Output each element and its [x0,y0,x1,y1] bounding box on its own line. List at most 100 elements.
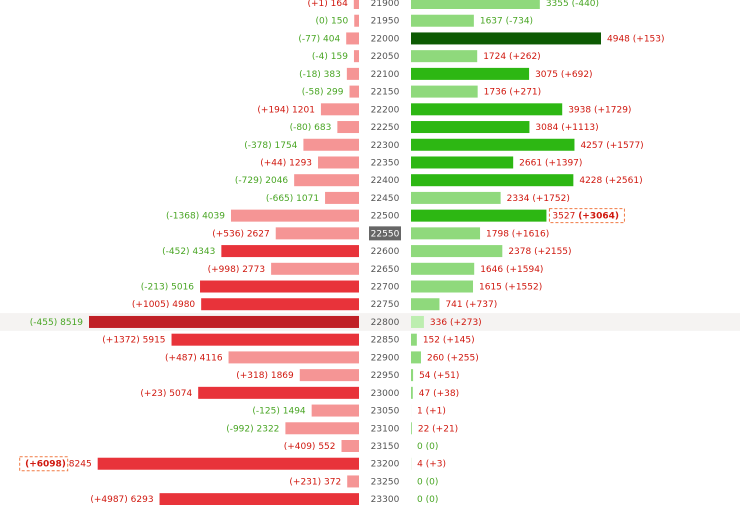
put-change-label: (-4) [312,52,328,62]
put-label: (-455) 8519 [30,318,83,328]
put-change-label: (-665) [266,194,293,204]
call-bar [411,32,601,45]
put-label: (-452) 4343 [162,247,215,257]
put-value-label: 383 [321,70,341,80]
call-label: 3938 (+1729) [568,105,631,115]
put-value-label: 1869 [268,371,294,381]
put-change-label: (-1368) [166,212,199,222]
call-label: 2334 (+1752) [507,194,570,204]
call-bar [411,14,474,27]
call-value-label: 1646 [480,265,506,275]
strike-label: 22950 [371,371,400,381]
strike-label: 23100 [371,424,400,434]
put-bar [349,85,359,98]
put-bar [221,245,359,258]
put-change-label: (+1005) [132,300,169,310]
call-bar [411,191,501,204]
put-change-label: (-58) [302,88,324,98]
strike-label: 22700 [371,283,400,293]
call-label: 1637 (-734) [480,17,533,27]
call-value-label: 152 [423,336,443,346]
call-bar [411,121,530,134]
call-change-marker [548,208,625,224]
call-label: 0 (0) [417,477,438,487]
put-change-label: (+1) [307,0,327,9]
call-bar [411,209,547,222]
call-bar [411,351,421,364]
call-label: 54 (+51) [419,371,459,381]
put-change-label: (+194) [257,105,289,115]
call-value-label: 1736 [484,88,510,98]
call-value-label: 1615 [479,283,505,293]
call-value-label: 3938 [568,105,594,115]
put-value-label: 299 [323,88,343,98]
call-change-label: (+38) [433,389,459,399]
put-change-label: (+23) [140,389,166,399]
call-change-label: (+271) [509,88,541,98]
put-label: (+536) 2627 [212,229,270,239]
put-label: (-992) 2322 [226,424,279,434]
strike-label: 22550 [371,229,400,239]
put-label: (-665) 1071 [266,194,319,204]
call-label: 260 (+255) [427,353,479,363]
put-change-label: (0) [315,17,328,27]
put-label: (+1) 164 [307,0,348,9]
call-label: 741 (+737) [445,300,497,310]
call-bar [411,298,440,311]
call-change-label: (+262) [509,52,541,62]
put-label: (+6098) 8245 [25,460,92,470]
put-bar [346,32,359,45]
put-bar [320,103,359,116]
call-change-label: (+1594) [506,265,543,275]
put-value-label: 4980 [169,300,195,310]
call-label: 3084 (+1113) [535,123,598,133]
call-label: 4 (+3) [417,460,446,470]
put-value-label: 4116 [197,353,223,363]
call-change-label: (-440) [572,0,599,9]
put-label: (-1368) 4039 [166,212,225,222]
call-change-label: (0) [426,495,439,505]
call-value-label: 1724 [483,52,509,62]
put-label: (+23) 5074 [140,389,192,399]
call-change-label: (+2561) [605,176,642,186]
put-value-label: 2627 [244,229,270,239]
put-value-label: 6293 [128,495,154,505]
call-value-label: 1 [417,407,426,417]
call-change-label: (+1752) [532,194,569,204]
put-change-label: (+536) [212,229,244,239]
call-value-label: 3075 [535,70,561,80]
call-bar [411,280,474,293]
put-bar [341,440,359,452]
put-change-label: (+1372) [102,336,139,346]
put-bar [347,475,359,488]
call-value-label: 260 [427,353,447,363]
call-label: 1 (+1) [417,407,446,417]
put-bar [97,457,360,470]
strike-label: 22900 [371,353,400,363]
put-value-label: 404 [320,34,340,44]
put-value-label: 2322 [254,424,280,434]
strike-label: 23000 [371,389,400,399]
put-value-label: 8519 [57,318,83,328]
call-change-label: (+153) [633,34,665,44]
call-value-label: 4948 [607,34,633,44]
put-bar [200,280,359,293]
put-bar [353,50,359,63]
put-bar [346,67,359,80]
put-change-label: (+998) [208,265,240,275]
put-value-label: 2046 [262,176,288,186]
call-value-label: 3355 [546,0,572,9]
put-bar [303,138,359,151]
call-change-label: (+145) [443,336,475,346]
strike-label: 22500 [371,212,400,222]
put-label: (+487) 4116 [165,353,223,363]
strike-label: 23200 [371,460,400,470]
put-label: (0) 150 [315,17,348,27]
put-change-label: (-77) [298,34,320,44]
call-label: 4257 (+1577) [580,141,643,151]
call-bar [411,138,575,151]
call-change-label: (+692) [561,70,593,80]
call-value-label: 0 [417,442,426,452]
put-label: (+4987) 6293 [90,495,153,505]
